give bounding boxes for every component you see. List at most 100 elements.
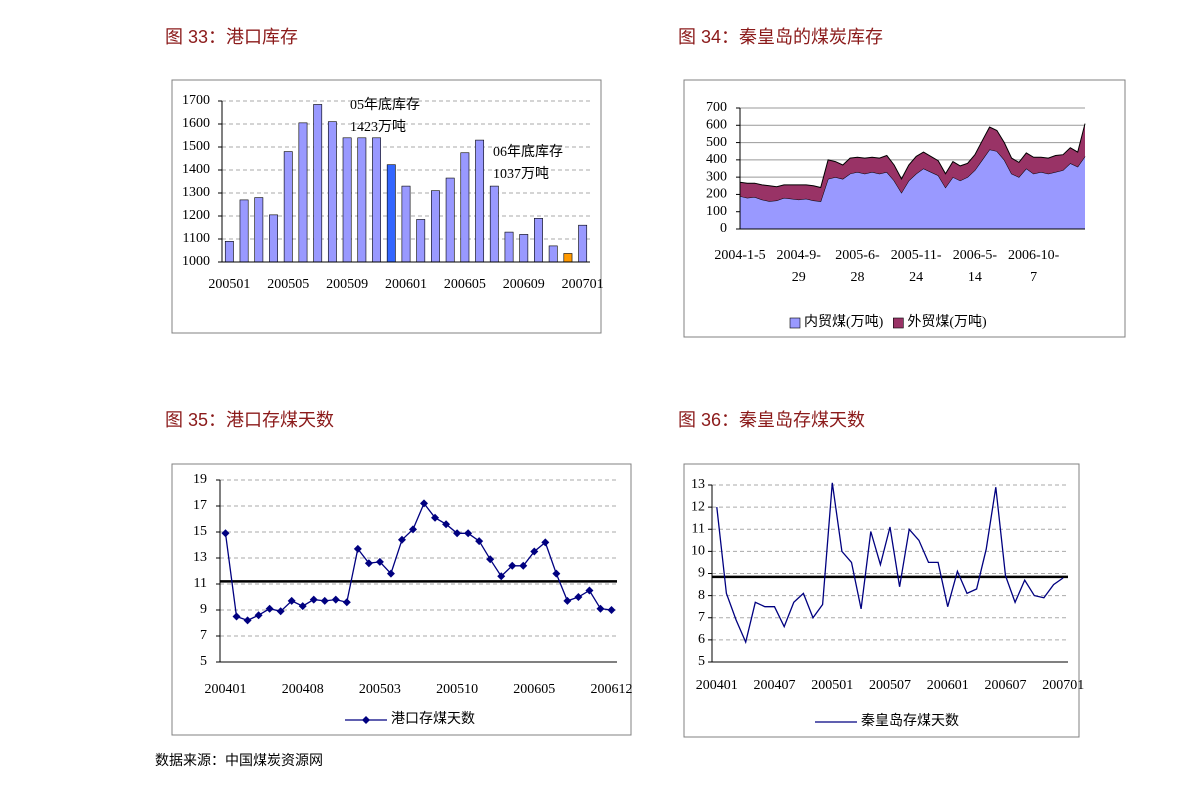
point [607, 606, 616, 614]
x-tick-label: 200407 [754, 678, 796, 693]
legend-swatch [893, 317, 904, 329]
x-tick-label: 200505 [267, 277, 309, 292]
line [224, 502, 612, 622]
point [486, 555, 495, 564]
y-tick-label: 1500 [182, 139, 210, 154]
bar [416, 219, 426, 263]
legend-label: 内贸煤(万吨) [804, 314, 884, 330]
point [309, 595, 318, 604]
bar [327, 121, 337, 263]
x-tick-label: 200609 [503, 277, 545, 292]
y-tick-label: 1200 [182, 208, 210, 223]
point [519, 561, 528, 570]
point [243, 616, 252, 625]
chart-title: 图 35：港口存煤天数 [165, 410, 334, 430]
y-tick-label: 11 [194, 576, 207, 591]
point [364, 559, 373, 568]
point [530, 547, 539, 556]
x-tick-label: 200501 [208, 277, 250, 292]
y-tick-label: 700 [706, 100, 727, 115]
annotation: 05年底库存 [350, 97, 420, 113]
point [353, 544, 362, 553]
point [265, 604, 274, 613]
y-tick-label: 12 [691, 499, 705, 514]
x-tick-label: 2006-5-14 [953, 248, 998, 285]
point [320, 596, 329, 605]
y-tick-label: 19 [193, 472, 207, 487]
bar [578, 224, 588, 263]
point [375, 557, 384, 566]
x-tick-label: 200401 [696, 678, 738, 693]
y-tick-label: 0 [720, 221, 727, 236]
y-tick-label: 400 [706, 152, 727, 167]
x-tick-label: 2005-11-24 [891, 248, 942, 285]
bar [313, 104, 323, 263]
x-tick-label: 200601 [927, 678, 969, 693]
x-tick-label: 200701 [1042, 678, 1084, 693]
x-tick-label: 200601 [385, 277, 427, 292]
x-tick-label: 200607 [984, 678, 1026, 693]
x-tick-label: 200509 [326, 277, 368, 292]
area [740, 123, 1085, 202]
bar [224, 241, 234, 263]
point [420, 499, 429, 508]
x-tick-label: 200503 [359, 682, 401, 697]
y-tick-label: 10 [691, 544, 705, 559]
y-tick-label: 17 [193, 498, 207, 513]
x-tick-label: 200507 [869, 678, 911, 693]
y-tick-label: 300 [706, 169, 727, 184]
bar [357, 137, 367, 263]
y-tick-label: 6 [698, 632, 705, 647]
point [585, 586, 594, 595]
point [254, 611, 263, 620]
x-tick-label: 200408 [282, 682, 324, 697]
chart-frame [683, 463, 1080, 738]
y-tick-label: 9 [200, 602, 207, 617]
annotation: 06年底库存 [493, 144, 563, 160]
point [497, 572, 506, 581]
legend-marker [362, 716, 370, 724]
line [716, 482, 1064, 645]
point [232, 612, 241, 621]
point [563, 596, 572, 605]
bar [534, 218, 543, 263]
bar [386, 164, 396, 263]
point [552, 569, 561, 578]
y-tick-label: 8 [698, 588, 705, 603]
chart-frame [171, 463, 632, 736]
chart-frame [171, 79, 602, 334]
y-tick-label: 1400 [182, 162, 210, 177]
bar [298, 122, 308, 263]
x-tick-label: 2004-1-5 [714, 248, 765, 263]
x-tick-label: 200605 [513, 682, 555, 697]
bar [269, 214, 278, 263]
legend-label: 港口存煤天数 [391, 711, 475, 727]
y-tick-label: 5 [200, 654, 207, 669]
y-tick-label: 7 [200, 628, 207, 643]
y-tick-label: 1300 [182, 185, 210, 200]
x-tick-label: 200501 [811, 678, 853, 693]
x-tick-label: 200612 [590, 682, 632, 697]
legend-swatch [789, 317, 801, 329]
point [453, 529, 462, 538]
x-tick-label: 2006-10-7 [1008, 248, 1060, 285]
chart-title: 图 33：港口库存 [165, 27, 298, 47]
point [408, 525, 417, 534]
point [574, 593, 583, 601]
y-tick-label: 1000 [182, 254, 210, 269]
y-tick-label: 1700 [182, 93, 210, 108]
bar [401, 185, 411, 263]
y-tick-label: 15 [193, 524, 207, 539]
point [508, 561, 517, 570]
point [298, 602, 307, 611]
y-tick-label: 200 [706, 187, 727, 202]
chart-frame [683, 79, 1126, 338]
y-tick-label: 1600 [182, 116, 210, 131]
bar [460, 152, 470, 263]
y-tick-label: 9 [698, 566, 705, 581]
point [287, 596, 296, 605]
y-tick-label: 11 [692, 521, 705, 536]
point [397, 535, 406, 544]
y-tick-label: 1100 [183, 231, 210, 246]
annotation: 1037万吨 [493, 166, 549, 182]
